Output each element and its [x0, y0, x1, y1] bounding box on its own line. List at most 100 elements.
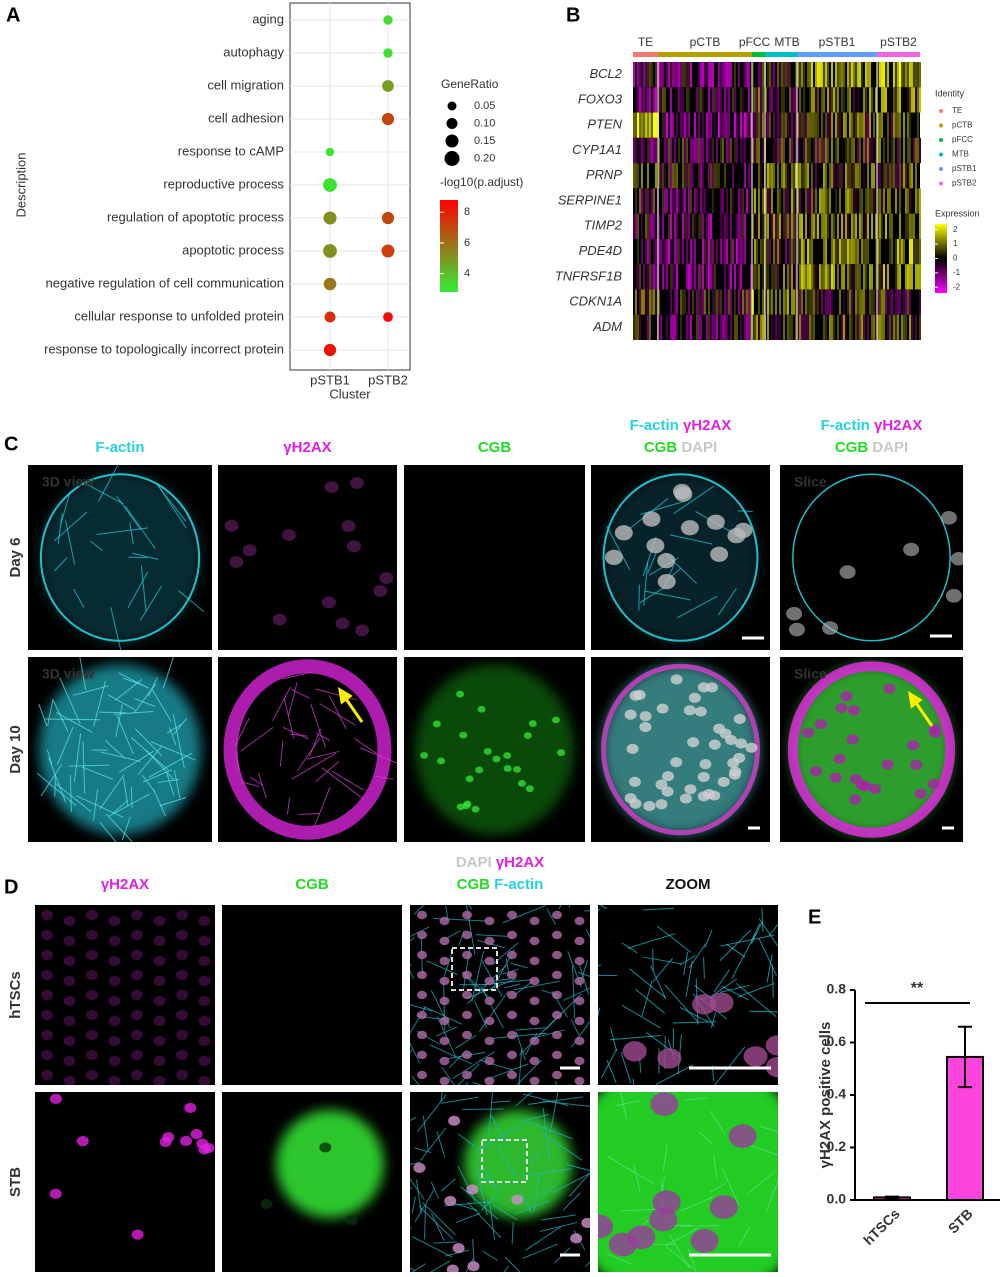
heatmap-cell [653, 87, 655, 113]
heatmap-cell [851, 264, 853, 290]
fiber [457, 1133, 476, 1148]
heatmap-cell [688, 112, 690, 138]
heatmap-cell [897, 163, 899, 189]
nucleus [86, 1049, 98, 1061]
nucleus [86, 909, 98, 921]
y-tick-label: 0.6 [827, 1033, 847, 1049]
fiber [107, 694, 136, 711]
fiber [283, 697, 295, 739]
heatmap-cell [767, 62, 769, 88]
heatmap-cell [700, 188, 702, 214]
heatmap-cell [670, 137, 672, 164]
header-word: CGB [457, 876, 491, 893]
heatmap-cell [839, 289, 841, 315]
heatmap-cell [674, 238, 676, 265]
heatmap-cell [825, 238, 827, 265]
nucleus [814, 719, 827, 730]
fiber [410, 969, 414, 979]
fiber [662, 1144, 668, 1172]
heatmap-cell [658, 62, 660, 88]
fiber [650, 965, 667, 1000]
gene-label: ADM [592, 319, 622, 334]
heatmap-cell [670, 289, 672, 315]
heatmap-cell [871, 87, 873, 113]
fiber [620, 1051, 632, 1084]
ring [602, 473, 759, 642]
fiber [104, 740, 126, 759]
heatmap-cell [883, 163, 885, 189]
nucleus [881, 759, 894, 770]
nucleus [272, 613, 287, 626]
heatmap-cell [773, 163, 775, 189]
fiber [580, 960, 588, 981]
heatmap-cell [839, 188, 841, 214]
fiber [296, 737, 321, 772]
fiber [55, 782, 92, 813]
fiber [638, 584, 640, 611]
identity-label: MTB [952, 150, 969, 159]
heatmap-cell [726, 112, 728, 138]
inset-label: 3D view [42, 666, 94, 682]
heatmap-cell [674, 137, 676, 164]
heatmap-cell [738, 289, 740, 315]
heatmap-cell [702, 238, 704, 265]
identity-label: pSTB2 [952, 179, 977, 188]
heatmap-cell [877, 289, 879, 315]
nucleus [507, 1010, 517, 1020]
fiber [72, 685, 109, 696]
y-tick-label: regulation of apoptotic process [107, 209, 285, 224]
heatmap-cell [662, 163, 664, 189]
heatmap-cell [758, 112, 760, 138]
heatmap-cell [855, 163, 857, 189]
heatmap-cell [781, 87, 783, 113]
significance-label: ** [911, 980, 924, 997]
heatmap-cell [791, 137, 793, 164]
heatmap-cell [724, 87, 726, 113]
heatmap-cell [883, 137, 885, 164]
heatmap-cell [694, 112, 696, 138]
ring [601, 663, 760, 836]
nucleus [350, 476, 365, 489]
heatmap-cell [746, 188, 748, 214]
y-tick-label: apoptotic process [182, 242, 284, 257]
nucleus [153, 1015, 166, 1027]
heatmap-cell [823, 314, 825, 340]
nucleus [477, 705, 486, 713]
heatmap-cell [690, 264, 692, 290]
heatmap-cell [783, 87, 785, 113]
nucleus [639, 721, 652, 733]
nucleus [639, 711, 652, 722]
heatmap-cell [879, 264, 881, 290]
heatmap-cell [720, 289, 722, 315]
heatmap-cell [861, 314, 863, 340]
heatmap-cell [883, 289, 885, 315]
fiber [467, 978, 516, 999]
heatmap-cell [869, 112, 871, 138]
nucleus [439, 1016, 450, 1026]
nucleus [465, 775, 474, 783]
heatmap-cell [655, 137, 657, 164]
y-tick-label: cell adhesion [208, 110, 284, 125]
heatmap-cell [891, 213, 893, 239]
fiber [655, 1064, 694, 1085]
heatmap-cell [787, 112, 789, 138]
legend-label: 4 [464, 268, 470, 280]
fiber [546, 908, 557, 925]
heatmap-cell [674, 213, 676, 239]
fiber [476, 1125, 521, 1152]
fiber [119, 750, 154, 773]
fiber [410, 1116, 417, 1122]
heatmap-cell [756, 137, 758, 164]
heatmap-cell [771, 188, 773, 214]
heatmap-cell [688, 264, 690, 290]
heatmap-cell [861, 62, 863, 88]
nucleus [574, 1036, 585, 1046]
header-word: CGB [644, 439, 678, 456]
zoom-box [481, 1139, 528, 1183]
heatmap-cell [633, 62, 635, 88]
heatmap-cell [635, 137, 637, 164]
heatmap-cell [744, 163, 746, 189]
heatmap-cell [907, 289, 909, 315]
heatmap-cell [668, 137, 670, 164]
